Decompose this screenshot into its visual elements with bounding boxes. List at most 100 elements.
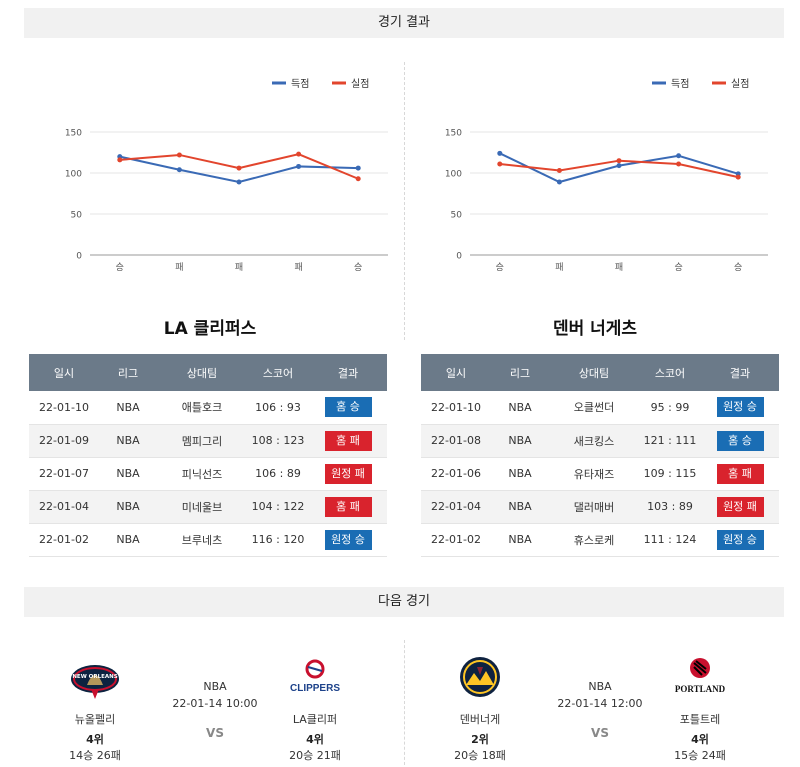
team-record: 14승 26패 (69, 749, 121, 762)
home-team: NEW ORLEANS 뉴올펠리 4위 14승 26패 (50, 655, 140, 763)
blazers-logo-text: PORTLAND (675, 684, 726, 694)
result-cell: 원정 패 (309, 457, 387, 491)
away-team: PORTLAND 포틀트레 4위 15승 24패 (655, 655, 745, 763)
data-point (616, 163, 622, 169)
next-game-section-title: 다음 경기 (378, 594, 430, 609)
team-record: 20승 21패 (289, 749, 341, 762)
col-header-result: 결과 (701, 354, 779, 391)
legend-scored-label: 득점 (671, 78, 689, 90)
result-badge: 원정 승 (716, 397, 764, 418)
legend-scored-label: 득점 (291, 78, 309, 90)
table-row: 22-01-04 NBA 미네울브 104 : 122 홈 패 (29, 490, 387, 524)
league-cell: NBA (491, 490, 549, 524)
opponent-cell: 휴스로케 (549, 523, 639, 557)
date-cell: 22-01-02 (29, 523, 99, 557)
opponent-cell: 애틀호크 (157, 391, 247, 425)
result-badge: 원정 패 (324, 463, 372, 484)
result-badge: 홈 패 (324, 430, 372, 451)
result-cell: 원정 패 (701, 490, 779, 524)
line-chart-left: 0 50 100 150 승 패 패 패 승 득점 실점 (65, 78, 388, 273)
league-cell: NBA (99, 391, 157, 425)
pelicans-logo: NEW ORLEANS (65, 655, 125, 707)
x-tick-label: 승 (116, 262, 124, 273)
vs-label: VS (206, 726, 224, 740)
results-section-title: 경기 결과 (378, 15, 430, 30)
col-header-result: 결과 (309, 354, 387, 391)
team-rank: 2위 (471, 733, 489, 746)
table-row: 22-01-09 NBA 멤피그리 108 : 123 홈 패 (29, 424, 387, 458)
x-tick-label: 승 (496, 262, 504, 273)
match-datetime: 22-01-14 12:00 (557, 697, 643, 710)
score-cell: 106 : 89 (247, 457, 309, 491)
data-point (176, 167, 182, 173)
opponent-cell: 댈러매버 (549, 490, 639, 524)
score-cell: 121 : 111 (639, 424, 701, 458)
data-point (236, 179, 242, 185)
pelicans-logo-text: NEW ORLEANS (72, 674, 117, 680)
y-tick-label: 100 (445, 170, 462, 180)
team-record: 15승 24패 (674, 749, 726, 762)
home-team: 덴버너게 2위 20승 18패 (435, 655, 525, 763)
legend-conceded-label: 실점 (351, 78, 369, 90)
opponent-cell: 유타재즈 (549, 457, 639, 491)
score-cell: 95 : 99 (639, 391, 701, 425)
opponent-cell: 새크킹스 (549, 424, 639, 458)
chart-left: 0 50 100 150 승 패 패 패 승 득점 실점 (40, 62, 400, 282)
y-tick-label: 0 (456, 252, 462, 262)
team-rank: 4위 (691, 733, 709, 746)
date-cell: 22-01-04 (29, 490, 99, 524)
opponent-cell: 오클썬더 (549, 391, 639, 425)
team-name: 포틀트레 (679, 713, 721, 726)
league-cell: NBA (99, 523, 157, 557)
result-cell: 홈 패 (701, 457, 779, 491)
data-point (676, 153, 682, 159)
opponent-cell: 피닉선즈 (157, 457, 247, 491)
data-point (117, 157, 123, 163)
match-league: NBA (588, 680, 612, 693)
data-point (355, 165, 361, 171)
table-row: 22-01-07 NBA 피닉선즈 106 : 89 원정 패 (29, 457, 387, 491)
table-row: 22-01-10 NBA 오클썬더 95 : 99 원정 승 (421, 391, 779, 425)
team-title-right: 덴버 너게츠 (552, 319, 638, 339)
y-tick-label: 150 (445, 129, 462, 139)
col-header-opponent: 상대팀 (549, 354, 639, 391)
data-point (355, 176, 361, 182)
table-row: 22-01-04 NBA 댈러매버 103 : 89 원정 패 (421, 490, 779, 524)
opponent-cell: 브루네츠 (157, 523, 247, 557)
x-tick-label: 승 (354, 262, 362, 273)
league-cell: NBA (491, 424, 549, 458)
y-tick-label: 150 (65, 129, 82, 139)
x-tick-label: 패 (235, 262, 243, 273)
table-header-row: 일시 리그 상대팀 스코어 결과 (421, 354, 779, 391)
next-match-left: NEW ORLEANS 뉴올펠리 4위 14승 26패 NBA 22-01-14… (30, 640, 390, 765)
result-cell: 홈 승 (701, 424, 779, 458)
league-cell: NBA (491, 457, 549, 491)
league-cell: NBA (99, 424, 157, 458)
data-point (296, 163, 302, 169)
col-header-league: 리그 (491, 354, 549, 391)
match-datetime: 22-01-14 10:00 (172, 697, 258, 710)
col-header-score: 스코어 (247, 354, 309, 391)
result-cell: 원정 승 (309, 523, 387, 557)
data-point (676, 161, 682, 167)
col-header-league: 리그 (99, 354, 157, 391)
nuggets-logo (450, 655, 510, 707)
opponent-cell: 미네울브 (157, 490, 247, 524)
league-cell: NBA (491, 391, 549, 425)
score-cell: 104 : 122 (247, 490, 309, 524)
score-cell: 103 : 89 (639, 490, 701, 524)
table-row: 22-01-08 NBA 새크킹스 121 : 111 홈 승 (421, 424, 779, 458)
date-cell: 22-01-06 (421, 457, 491, 491)
y-tick-label: 100 (65, 170, 82, 180)
date-cell: 22-01-09 (29, 424, 99, 458)
results-table-right: 일시 리그 상대팀 스코어 결과 22-01-10 NBA 오클썬더 95 : 99 원… (421, 354, 779, 557)
results-section-header: 경기 결과 (24, 8, 784, 38)
score-cell: 106 : 93 (247, 391, 309, 425)
col-header-opponent: 상대팀 (157, 354, 247, 391)
next-game-section-header: 다음 경기 (24, 587, 784, 617)
results-table-left: 일시 리그 상대팀 스코어 결과 22-01-10 NBA 애틀호크 106 : 93… (29, 354, 387, 557)
result-cell: 홈 패 (309, 490, 387, 524)
score-cell: 109 : 115 (639, 457, 701, 491)
date-cell: 22-01-10 (421, 391, 491, 425)
score-cell: 108 : 123 (247, 424, 309, 458)
